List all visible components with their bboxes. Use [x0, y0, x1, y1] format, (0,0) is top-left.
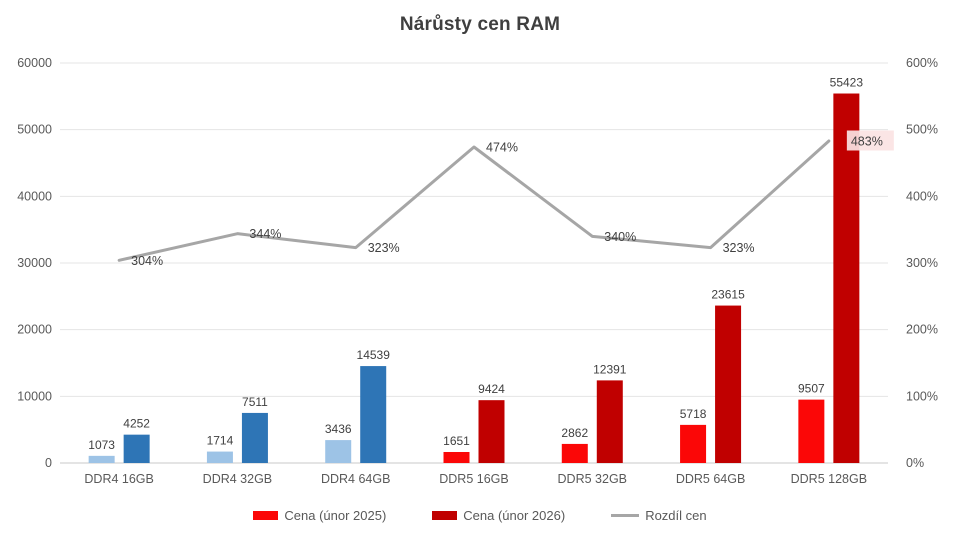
svg-text:DDR4 32GB: DDR4 32GB: [203, 472, 272, 486]
svg-text:474%: 474%: [486, 141, 518, 155]
legend-label-cena-2025: Cena (únor 2025): [284, 507, 387, 523]
svg-text:100%: 100%: [906, 389, 938, 403]
legend-swatch-cena-2025: [253, 510, 279, 520]
svg-text:12391: 12391: [593, 362, 627, 376]
legend-item-rozdil-cen: Rozdíl cen: [611, 507, 707, 523]
legend-item-cena-2025: Cena (únor 2025): [253, 508, 386, 523]
svg-text:7511: 7511: [242, 395, 268, 409]
svg-text:200%: 200%: [906, 323, 938, 337]
svg-text:2862: 2862: [561, 426, 588, 440]
svg-text:55423: 55423: [830, 76, 864, 90]
svg-text:3436: 3436: [325, 422, 352, 436]
chart-title: Nárůsty cen RAM: [399, 14, 561, 35]
svg-text:1651: 1651: [443, 434, 470, 448]
svg-text:300%: 300%: [906, 256, 938, 270]
svg-text:14539: 14539: [357, 348, 391, 362]
svg-text:500%: 500%: [906, 123, 938, 137]
chart-legend: Cena (únor 2025) Cena (únor 2026) Rozdíl…: [0, 501, 960, 529]
svg-text:483%: 483%: [851, 135, 883, 149]
svg-text:344%: 344%: [249, 227, 281, 241]
svg-text:4252: 4252: [123, 417, 150, 431]
svg-text:400%: 400%: [906, 189, 938, 203]
svg-text:9424: 9424: [478, 382, 505, 396]
svg-text:DDR5 64GB: DDR5 64GB: [676, 472, 745, 486]
svg-text:1714: 1714: [207, 434, 234, 448]
legend-swatch-rozdil-cen: [611, 513, 640, 517]
svg-text:50000: 50000: [17, 123, 52, 137]
svg-text:0: 0: [45, 456, 52, 470]
svg-text:600%: 600%: [906, 56, 938, 70]
svg-text:DDR5 32GB: DDR5 32GB: [558, 472, 627, 486]
svg-text:9507: 9507: [798, 382, 825, 396]
legend-label-rozdil-cen: Rozdíl cen: [645, 507, 707, 523]
legend-item-cena-2026: Cena (únor 2026): [432, 508, 565, 523]
svg-text:323%: 323%: [368, 241, 400, 255]
svg-text:304%: 304%: [131, 254, 163, 268]
svg-text:10000: 10000: [17, 389, 52, 403]
svg-text:60000: 60000: [17, 56, 52, 70]
svg-text:DDR4 16GB: DDR4 16GB: [84, 472, 153, 486]
svg-text:DDR5 128GB: DDR5 128GB: [791, 472, 867, 486]
svg-text:5718: 5718: [680, 407, 707, 421]
svg-text:1073: 1073: [88, 438, 115, 452]
svg-text:23615: 23615: [711, 288, 745, 302]
svg-text:323%: 323%: [723, 241, 755, 255]
svg-text:340%: 340%: [604, 230, 636, 244]
svg-text:0%: 0%: [906, 456, 924, 470]
svg-text:40000: 40000: [17, 189, 52, 203]
svg-text:DDR5 16GB: DDR5 16GB: [439, 472, 508, 486]
svg-text:30000: 30000: [17, 256, 52, 270]
svg-text:20000: 20000: [17, 323, 52, 337]
legend-label-cena-2026: Cena (únor 2026): [463, 507, 566, 523]
svg-text:DDR4 64GB: DDR4 64GB: [321, 472, 390, 486]
legend-swatch-cena-2026: [432, 510, 458, 520]
